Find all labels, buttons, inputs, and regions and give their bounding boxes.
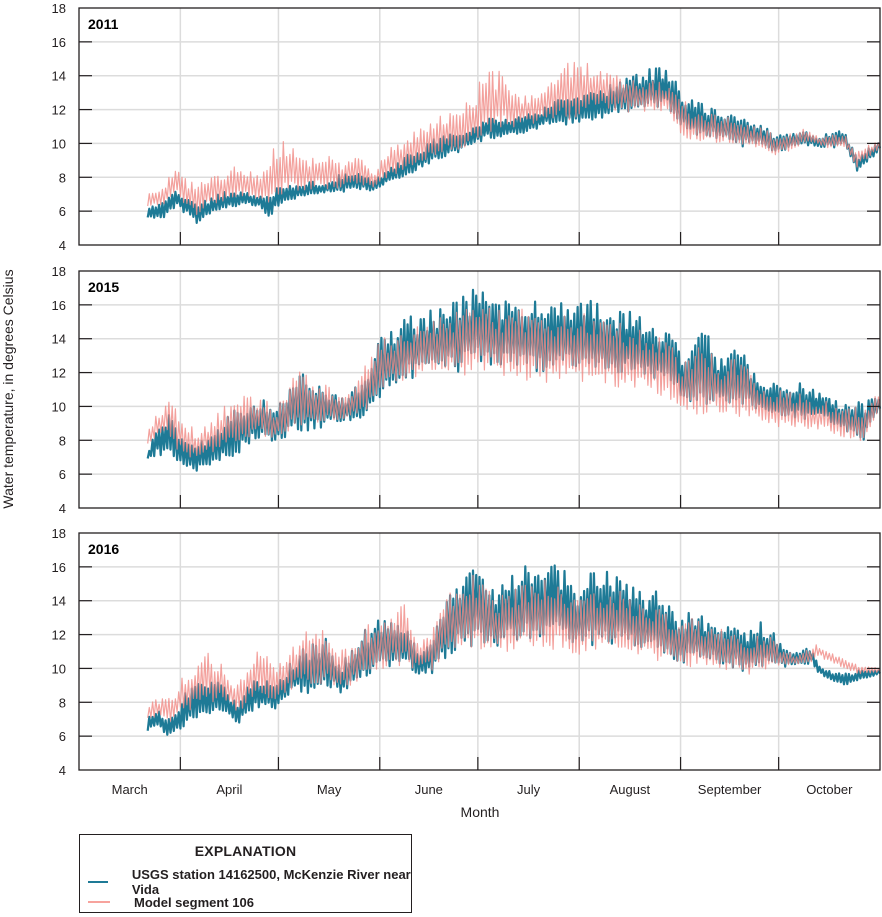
y-tick-label: 8	[59, 170, 66, 185]
legend-label-observed: USGS station 14162500, McKenzie River ne…	[131, 867, 411, 897]
series-observed-line	[146, 288, 882, 472]
y-tick-label: 18	[52, 1, 66, 16]
y-tick-label: 6	[59, 204, 66, 219]
panel-2016: 4 6 8 10 12 14 16 18 2016	[52, 526, 881, 778]
panel-2015: 4 6 8 10 12 14 16 18 2015	[52, 264, 882, 516]
panel-title: 2015	[88, 279, 119, 295]
x-tick-label-september: September	[698, 782, 762, 797]
y-tick-label: 6	[59, 729, 66, 744]
x-tick-label-august: August	[610, 782, 651, 797]
y-tick-label: 10	[52, 661, 66, 676]
series-observed-line	[146, 67, 882, 224]
y-tick-label: 14	[52, 332, 66, 347]
y-axis-title: Water temperature, in degrees Celsius	[0, 269, 16, 508]
legend-item-model: Model segment 106	[88, 893, 254, 911]
x-tick-label-june: June	[415, 782, 443, 797]
y-tick-label: 16	[52, 560, 66, 575]
panel-title: 2016	[88, 541, 119, 557]
series-model-line	[147, 61, 881, 215]
y-tick-label: 12	[52, 103, 66, 118]
y-tick-label: 8	[59, 433, 66, 448]
legend-title: EXPLANATION	[194, 843, 297, 859]
legend-label-model: Model segment 106	[134, 894, 254, 910]
legend-swatch-observed	[88, 881, 108, 883]
x-tick-label-march: March	[112, 782, 148, 797]
y-tick-label: 4	[59, 238, 66, 253]
y-tick-label: 4	[59, 763, 66, 778]
panel-title: 2011	[88, 16, 119, 32]
y-tick-label: 16	[52, 35, 66, 50]
x-axis-title: Month	[461, 804, 500, 820]
x-tick-label-july: July	[517, 782, 541, 797]
y-tick-label: 18	[52, 526, 66, 541]
series-model-line	[147, 574, 881, 722]
legend: EXPLANATION USGS station 14162500, McKen…	[79, 834, 412, 913]
panel-frame	[78, 7, 881, 246]
y-tick-label: 4	[59, 501, 66, 516]
y-tick-label: 12	[52, 628, 66, 643]
panel-2011: 4 6 8 10 12 14 16 18 2011	[52, 1, 882, 253]
y-tick-label: 14	[52, 594, 66, 609]
y-tick-label: 18	[52, 264, 66, 279]
x-tick-label-april: April	[216, 782, 242, 797]
panel-frame	[78, 532, 881, 771]
y-tick-label: 6	[59, 467, 66, 482]
y-tick-label: 8	[59, 695, 66, 710]
y-tick-label: 14	[52, 69, 66, 84]
y-tick-label: 10	[52, 399, 66, 414]
x-tick-label-may: May	[317, 782, 342, 797]
y-tick-label: 16	[52, 298, 66, 313]
legend-swatch-model	[88, 901, 110, 903]
panel-frame	[78, 270, 881, 509]
y-tick-label: 10	[52, 136, 66, 151]
y-tick-label: 12	[52, 366, 66, 381]
x-tick-label-october: October	[806, 782, 853, 797]
series-model-line	[147, 307, 881, 458]
legend-item-observed: USGS station 14162500, McKenzie River ne…	[88, 867, 411, 897]
